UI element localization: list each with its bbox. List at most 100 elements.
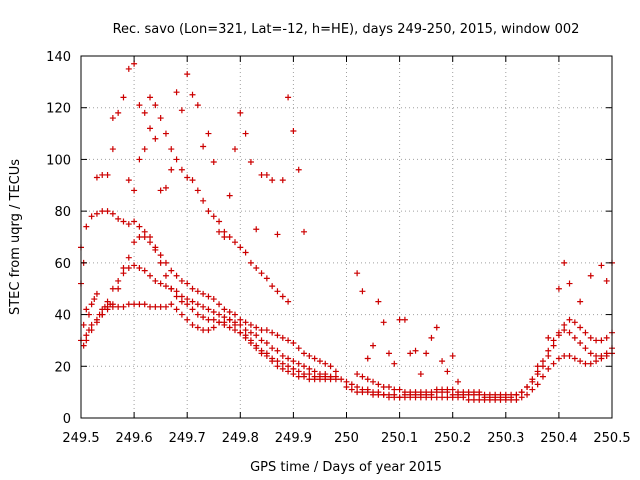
x-tick-label: 249.6 xyxy=(115,431,152,446)
data-point-marker xyxy=(295,368,302,375)
y-tick-label: 40 xyxy=(54,309,71,324)
data-point-marker xyxy=(258,270,265,277)
data-point-marker xyxy=(290,365,297,372)
data-point-marker xyxy=(566,280,573,287)
data-point-marker xyxy=(194,311,201,318)
data-point-marker xyxy=(285,298,292,305)
data-point-marker xyxy=(433,394,440,401)
data-point-marker xyxy=(587,350,594,357)
data-point-marker xyxy=(348,386,355,393)
data-point-marker xyxy=(555,355,562,362)
data-point-marker xyxy=(301,350,308,357)
data-point-marker xyxy=(93,210,100,217)
data-point-marker xyxy=(354,389,361,396)
data-point-marker xyxy=(194,187,201,194)
data-point-marker xyxy=(91,296,98,303)
data-point-marker xyxy=(147,303,154,310)
data-point-marker xyxy=(529,386,536,393)
data-point-marker xyxy=(178,107,185,114)
data-point-marker xyxy=(370,378,377,385)
data-point-marker xyxy=(178,298,185,305)
data-point-marker xyxy=(184,296,191,303)
data-point-marker xyxy=(115,285,122,292)
data-point-marker xyxy=(279,293,286,300)
data-point-marker xyxy=(364,355,371,362)
data-point-marker xyxy=(354,371,361,378)
data-point-marker xyxy=(157,252,164,259)
data-point-marker xyxy=(173,306,180,313)
data-point-marker xyxy=(497,391,504,398)
data-point-marker xyxy=(136,156,143,163)
data-point-marker xyxy=(131,239,138,246)
data-point-marker xyxy=(306,352,313,359)
y-axis-label: STEC from uqrg / TECUs xyxy=(8,159,23,315)
data-point-marker xyxy=(231,146,238,153)
data-point-marker xyxy=(184,71,191,78)
data-point-marker xyxy=(285,337,292,344)
data-point-marker xyxy=(141,228,148,235)
data-point-marker xyxy=(555,332,562,339)
data-point-marker xyxy=(120,265,127,272)
data-point-marker xyxy=(115,215,122,222)
x-tick-labels: 249.5 249.6 249.7 249.8 249.9 250 250.1 250.2 25… xyxy=(62,431,630,446)
data-point-marker xyxy=(269,329,276,336)
data-point-marker xyxy=(428,334,435,341)
data-point-marker xyxy=(279,177,286,184)
data-point-marker xyxy=(162,283,169,290)
data-point-marker xyxy=(157,115,164,122)
data-point-marker xyxy=(152,244,159,251)
data-point-marker xyxy=(184,301,191,308)
data-point-marker xyxy=(269,355,276,362)
data-point-marker xyxy=(316,371,323,378)
data-point-marker xyxy=(316,358,323,365)
data-point-marker xyxy=(216,228,223,235)
data-point-marker xyxy=(253,226,260,233)
data-point-marker xyxy=(115,277,122,284)
data-point-marker xyxy=(449,386,456,393)
data-point-marker xyxy=(470,396,477,403)
data-point-marker xyxy=(162,303,169,310)
data-point-marker xyxy=(449,352,456,359)
data-point-marker xyxy=(115,109,122,116)
data-point-marker xyxy=(449,391,456,398)
data-point-marker xyxy=(380,391,387,398)
data-point-marker xyxy=(141,301,148,308)
data-point-marker xyxy=(370,391,377,398)
data-point-marker xyxy=(513,396,520,403)
data-point-marker xyxy=(258,171,265,178)
data-point-marker xyxy=(274,363,281,370)
axis-ticks xyxy=(80,55,613,419)
data-point-marker xyxy=(109,210,116,217)
data-point-marker xyxy=(417,371,424,378)
data-point-marker xyxy=(210,324,217,331)
y-tick-label: 80 xyxy=(54,205,71,220)
data-point-marker xyxy=(237,316,244,323)
data-point-marker xyxy=(83,332,90,339)
data-point-marker xyxy=(200,197,207,204)
data-point-marker xyxy=(242,334,249,341)
data-point-marker xyxy=(216,319,223,326)
data-point-marker xyxy=(131,218,138,225)
data-point-marker xyxy=(152,277,159,284)
data-point-marker xyxy=(242,327,249,334)
data-point-marker xyxy=(295,345,302,352)
data-point-marker xyxy=(502,391,509,398)
data-point-marker xyxy=(178,277,185,284)
data-point-marker xyxy=(168,285,175,292)
data-point-marker xyxy=(577,324,584,331)
data-point-marker xyxy=(508,391,515,398)
data-point-marker xyxy=(577,340,584,347)
data-point-marker xyxy=(205,130,212,137)
data-point-marker xyxy=(104,298,111,305)
data-point-marker xyxy=(518,394,525,401)
data-point-marker xyxy=(115,303,122,310)
data-point-marker xyxy=(231,311,238,318)
data-point-marker xyxy=(433,386,440,393)
data-point-marker xyxy=(290,340,297,347)
data-point-marker xyxy=(524,391,531,398)
data-point-marker xyxy=(184,280,191,287)
data-point-marker xyxy=(168,301,175,308)
data-point-marker xyxy=(274,332,281,339)
data-point-marker xyxy=(205,208,212,215)
